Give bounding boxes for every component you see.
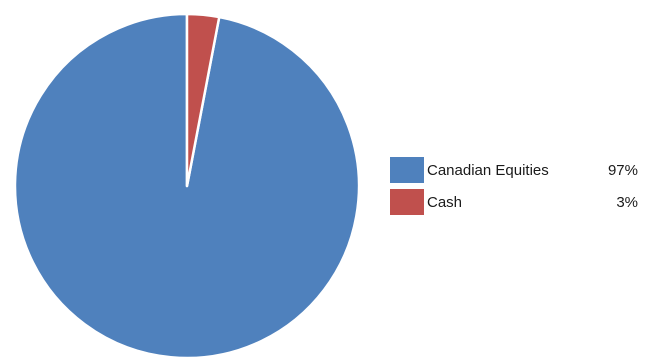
legend-swatch-cash	[390, 189, 424, 215]
legend-item-canadian-equities: Canadian Equities 97%	[390, 157, 640, 183]
pie-chart	[13, 12, 361, 359]
legend-item-cash: Cash 3%	[390, 189, 640, 215]
legend-value-canadian-equities: 97%	[607, 161, 638, 179]
legend-label-cash: Cash	[427, 193, 463, 211]
legend-value-cash: 3%	[616, 193, 638, 211]
pie-slice-cash	[185, 12, 221, 188]
legend: Canadian Equities 97% Cash 3%	[390, 157, 640, 221]
legend-label-canadian-equities: Canadian Equities	[427, 161, 549, 179]
legend-swatch-canadian-equities	[390, 157, 424, 183]
